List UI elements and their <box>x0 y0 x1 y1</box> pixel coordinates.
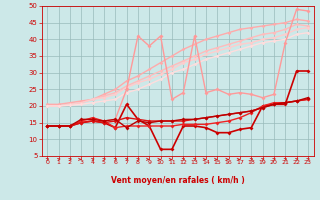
X-axis label: Vent moyen/en rafales ( km/h ): Vent moyen/en rafales ( km/h ) <box>111 176 244 185</box>
